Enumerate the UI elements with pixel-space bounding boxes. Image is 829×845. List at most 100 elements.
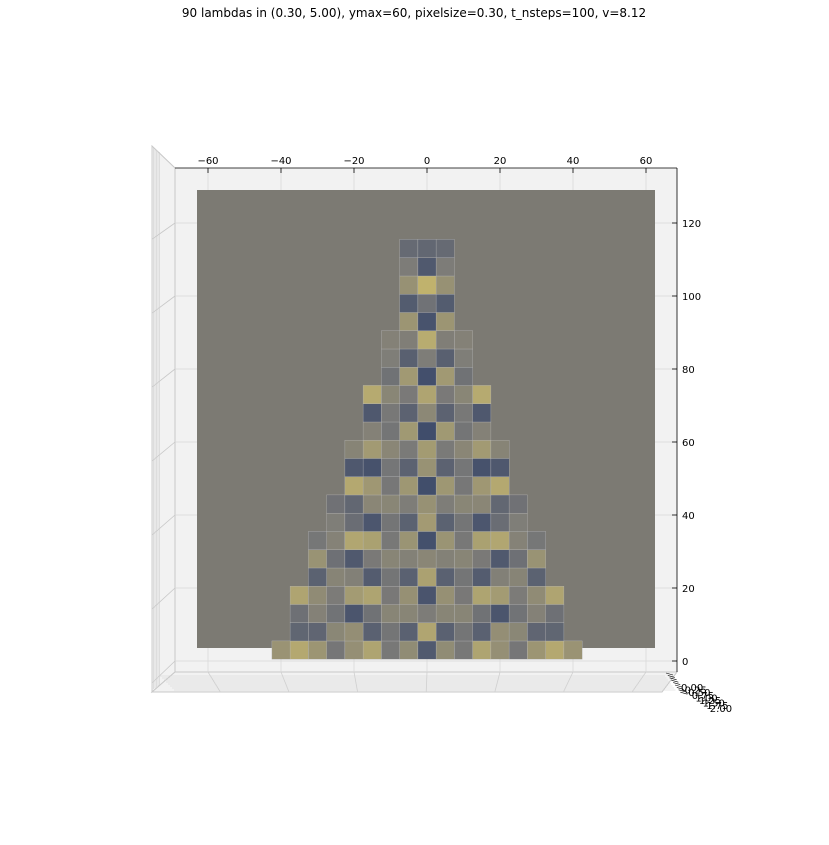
heatmap-cell xyxy=(435,440,455,459)
heatmap-cell xyxy=(508,567,528,587)
heatmap-cell xyxy=(508,549,528,569)
z-tick xyxy=(674,684,683,688)
heatmap-cell xyxy=(344,513,364,532)
heatmap-cell xyxy=(344,476,364,496)
heatmap-cell xyxy=(399,312,419,331)
heatmap-cell xyxy=(399,330,419,350)
heatmap-cell xyxy=(362,494,382,514)
heatmap-cell xyxy=(381,458,400,477)
heatmap-cell xyxy=(362,622,382,642)
heatmap-cell xyxy=(326,549,346,569)
heatmap-cell xyxy=(417,513,437,532)
heatmap-cell xyxy=(417,330,437,350)
heatmap-cell xyxy=(381,549,400,569)
heatmap-cell xyxy=(417,458,437,477)
heatmap-cell xyxy=(362,513,382,532)
heatmap-cell xyxy=(362,586,382,605)
heatmap-cell xyxy=(362,476,382,496)
heatmap-cell xyxy=(308,567,327,587)
heatmap-cell xyxy=(454,567,473,587)
heatmap-cell xyxy=(490,567,510,587)
y-tick-label: 60 xyxy=(682,438,695,449)
z-tick-label: 0.50 xyxy=(688,688,710,699)
z-tick-label: 0.25 xyxy=(685,686,707,697)
heatmap-cell xyxy=(435,549,455,569)
heatmap-cell xyxy=(326,640,346,660)
heatmap-cell xyxy=(362,458,382,477)
heatmap-cell xyxy=(417,531,437,550)
heatmap-cell xyxy=(454,586,473,605)
heatmap-cell xyxy=(472,494,492,514)
heatmap-cell xyxy=(454,494,473,514)
heatmap-cell xyxy=(344,440,364,459)
heatmap-cell xyxy=(490,549,510,569)
x-tick-label: −40 xyxy=(270,156,291,167)
gridline-side xyxy=(151,660,176,684)
heatmap-cell xyxy=(454,367,473,386)
heatmap-cell xyxy=(417,275,437,295)
heatmap-cell xyxy=(417,367,437,386)
heatmap-cell xyxy=(454,604,473,623)
heatmap-cell xyxy=(381,403,400,423)
heatmap-cell xyxy=(362,567,382,587)
z-tick-label: 1.00 xyxy=(695,693,717,704)
heatmap-cell xyxy=(472,403,492,423)
heatmap-cell xyxy=(326,567,346,587)
gridline-side xyxy=(151,295,176,314)
heatmap-cell xyxy=(435,348,455,368)
heatmap-cell xyxy=(472,531,492,550)
heatmap-cell xyxy=(435,476,455,496)
heatmap-cell xyxy=(435,567,455,587)
heatmap-cell xyxy=(417,549,437,569)
heatmap-cell xyxy=(399,348,419,368)
heatmap-cell xyxy=(381,513,400,532)
heatmap-cell xyxy=(472,385,492,404)
heatmap-cell xyxy=(417,494,437,514)
z-tick xyxy=(678,689,686,693)
heatmap-cell xyxy=(381,348,400,368)
heatmap-cell xyxy=(399,367,419,386)
heatmap-cell xyxy=(435,421,455,441)
x-tick-label: 0 xyxy=(424,156,430,167)
heatmap-cell xyxy=(435,275,455,295)
heatmap-cell xyxy=(308,531,327,550)
heatmap-cell xyxy=(490,494,510,514)
gridline-side xyxy=(151,441,176,462)
heatmap-cell xyxy=(399,458,419,477)
heatmap-cell xyxy=(381,604,400,623)
chart-title: 90 lambdas in (0.30, 5.00), ymax=60, pix… xyxy=(182,6,646,20)
y-tick-label: 0 xyxy=(682,657,688,668)
heatmap-cell xyxy=(417,421,437,441)
heatmap-cell xyxy=(545,622,565,642)
heatmap-cell xyxy=(472,421,492,441)
heatmap-cell xyxy=(326,622,346,642)
heatmap-cell xyxy=(545,604,565,623)
heatmap-cell xyxy=(399,622,419,642)
heatmap-cell xyxy=(527,640,546,660)
heatmap-cell xyxy=(490,604,510,623)
heatmap-cell xyxy=(435,257,455,277)
z-tick xyxy=(676,687,684,690)
heatmap-cell xyxy=(308,640,327,660)
heatmap-cell xyxy=(399,513,419,532)
heatmap-cell xyxy=(508,531,528,550)
heatmap-cell xyxy=(454,385,473,404)
heatmap-cell xyxy=(472,586,492,605)
heatmap-cell xyxy=(326,531,346,550)
heatmap-cell xyxy=(381,421,400,441)
gridline-side xyxy=(151,587,176,610)
z-tick xyxy=(671,679,679,683)
heatmap-cell xyxy=(417,239,437,258)
x-tick-label: 40 xyxy=(567,156,580,167)
heatmap-cell xyxy=(435,330,455,350)
heatmap-cell xyxy=(472,458,492,477)
heatmap-cell xyxy=(326,604,346,623)
heatmap-cell xyxy=(545,640,565,660)
heatmap-cell xyxy=(399,604,419,623)
x-axis: −60 −40 −20 0 20 40 60 xyxy=(175,156,677,173)
heatmap-cell xyxy=(326,494,346,514)
heatmap-cell xyxy=(399,294,419,313)
heatmap-cell xyxy=(435,239,455,258)
heatmap-cell xyxy=(289,604,309,623)
heatmap-cell xyxy=(527,531,546,550)
